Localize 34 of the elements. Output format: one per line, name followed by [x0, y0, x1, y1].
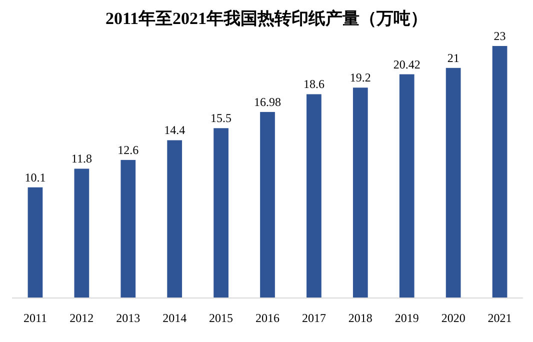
x-tick-label: 2015 [209, 311, 234, 325]
data-label: 18.6 [303, 77, 324, 92]
bar [492, 46, 508, 298]
bar [214, 128, 228, 298]
chart-title: 2011年至2021年我国热转印纸产量（万吨） [105, 9, 428, 28]
data-label: 11.8 [71, 152, 92, 166]
bar [306, 94, 322, 298]
x-tick-label: 2011 [23, 311, 48, 325]
bar [28, 187, 43, 298]
bar [352, 88, 368, 298]
x-tick-label: 2019 [394, 311, 419, 325]
x-tick-label: 2012 [70, 311, 94, 325]
bar [120, 160, 136, 298]
data-label: 14.4 [164, 123, 186, 138]
x-tick-label: 2018 [348, 311, 372, 325]
bar [74, 168, 90, 298]
x-tick-label: 2014 [162, 311, 187, 325]
data-label: 21 [447, 50, 460, 65]
x-tick-label: 2016 [256, 311, 280, 325]
bar [167, 140, 182, 298]
x-tick-label: 2013 [116, 311, 140, 325]
x-tick-label: 2017 [302, 311, 326, 325]
bar [446, 68, 461, 298]
bar [399, 74, 414, 298]
data-label: 12.6 [118, 142, 139, 157]
data-label: 23 [494, 29, 506, 43]
data-label: 20.42 [393, 57, 420, 72]
data-label: 19.2 [350, 70, 371, 85]
bar [260, 112, 275, 298]
data-label: 15.5 [210, 111, 232, 126]
data-label: 10.1 [24, 170, 46, 184]
x-tick-label: 2021 [488, 311, 512, 325]
data-label: 16.98 [254, 94, 281, 109]
x-tick-label: 2020 [441, 311, 466, 325]
